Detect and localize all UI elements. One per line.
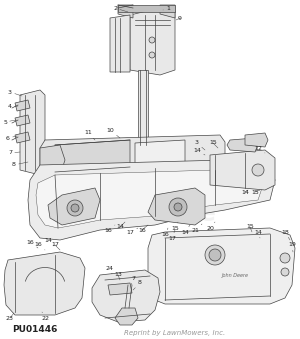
Circle shape (209, 249, 221, 261)
Circle shape (71, 204, 79, 212)
Polygon shape (36, 170, 262, 228)
Polygon shape (4, 252, 85, 315)
Text: 14: 14 (193, 147, 205, 155)
Polygon shape (15, 100, 30, 111)
Text: 7: 7 (8, 151, 20, 156)
Polygon shape (15, 115, 30, 126)
Text: 13: 13 (114, 273, 122, 280)
Text: 21: 21 (191, 224, 202, 233)
Text: 12: 12 (254, 145, 265, 153)
Text: 16: 16 (26, 239, 38, 248)
Polygon shape (160, 5, 175, 18)
Text: 24: 24 (106, 265, 114, 274)
Text: 11: 11 (84, 131, 95, 140)
Text: 15: 15 (246, 224, 254, 232)
Polygon shape (40, 145, 65, 175)
Polygon shape (227, 138, 258, 152)
Polygon shape (135, 140, 185, 170)
Polygon shape (130, 8, 175, 75)
Circle shape (205, 245, 225, 265)
Polygon shape (118, 5, 133, 18)
Text: 17: 17 (168, 230, 176, 240)
Text: 1: 1 (163, 5, 170, 11)
Polygon shape (148, 228, 295, 304)
Circle shape (252, 164, 264, 176)
Text: 20: 20 (206, 222, 215, 231)
Text: 14: 14 (44, 238, 54, 246)
Text: PU01446: PU01446 (12, 325, 57, 335)
Text: 14: 14 (241, 190, 249, 195)
Polygon shape (118, 5, 175, 12)
Text: John Deere: John Deere (221, 273, 248, 278)
Text: 17: 17 (126, 228, 138, 235)
Text: 15: 15 (209, 140, 218, 148)
Polygon shape (55, 140, 130, 172)
Polygon shape (15, 132, 30, 143)
Circle shape (149, 52, 155, 58)
Polygon shape (115, 308, 138, 325)
Polygon shape (40, 135, 225, 177)
Text: 16: 16 (161, 228, 169, 238)
Circle shape (67, 200, 83, 216)
Text: 2: 2 (113, 5, 128, 12)
Text: 16: 16 (34, 242, 45, 250)
Text: 23: 23 (6, 313, 14, 320)
Polygon shape (138, 70, 148, 145)
Text: 15: 15 (171, 222, 179, 231)
Text: 14: 14 (254, 230, 262, 238)
Text: 3: 3 (8, 89, 22, 96)
Circle shape (169, 198, 187, 216)
Text: 16: 16 (104, 225, 115, 233)
Polygon shape (48, 188, 100, 225)
Polygon shape (92, 270, 160, 322)
Text: 14: 14 (181, 225, 190, 235)
Text: 8: 8 (133, 280, 142, 290)
Text: 9: 9 (176, 16, 182, 20)
Polygon shape (210, 150, 275, 190)
Text: 15: 15 (251, 190, 260, 195)
Polygon shape (28, 160, 275, 240)
Text: 5: 5 (3, 120, 16, 124)
Polygon shape (148, 188, 205, 225)
Circle shape (149, 37, 155, 43)
Polygon shape (110, 15, 130, 72)
Circle shape (281, 268, 289, 276)
Text: 17: 17 (51, 242, 60, 250)
Text: John
Deere: John Deere (133, 174, 217, 226)
Circle shape (280, 253, 290, 263)
Text: Reprint by LawnMowers, Inc.: Reprint by LawnMowers, Inc. (124, 330, 226, 336)
Polygon shape (20, 90, 45, 175)
Text: 7: 7 (131, 276, 135, 285)
Text: 14: 14 (116, 222, 125, 230)
Text: 6: 6 (6, 136, 17, 140)
Text: 10: 10 (106, 127, 120, 138)
Text: 22: 22 (41, 312, 49, 320)
Polygon shape (245, 133, 268, 147)
Text: 8: 8 (12, 162, 28, 167)
Text: 18: 18 (281, 230, 290, 240)
Text: 19: 19 (288, 242, 296, 252)
Text: 3: 3 (195, 140, 205, 150)
Polygon shape (108, 283, 132, 295)
Text: 16: 16 (138, 225, 148, 233)
Text: 4: 4 (8, 104, 18, 109)
Circle shape (174, 203, 182, 211)
